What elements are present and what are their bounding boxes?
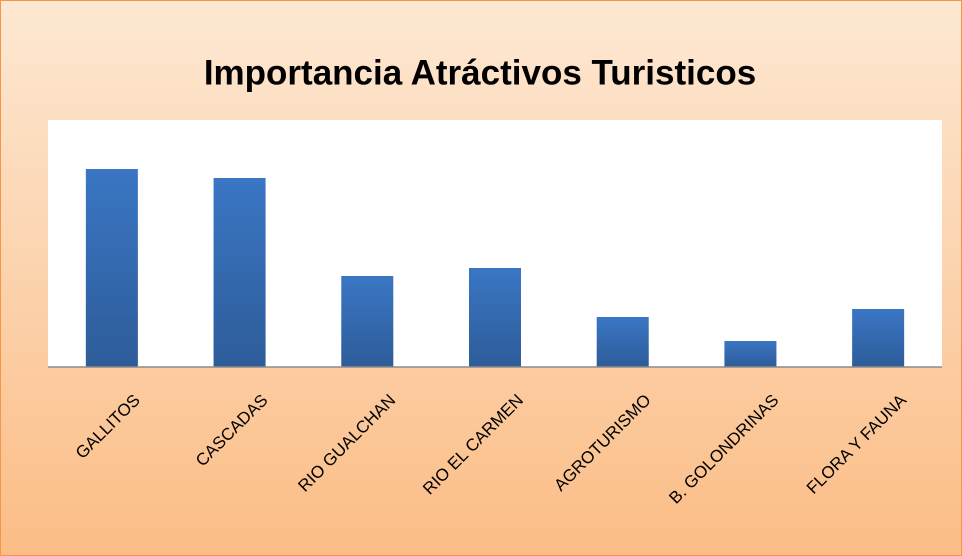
chart-title: Importancia Atráctivos Turisticos	[204, 53, 756, 92]
bar-shade	[213, 178, 266, 367]
bar-shade	[724, 341, 777, 367]
bar-shade	[85, 169, 138, 367]
bar-shade	[469, 268, 521, 367]
bar-shade	[341, 276, 394, 367]
bar-shade	[596, 317, 649, 367]
bar-shade	[852, 309, 905, 367]
